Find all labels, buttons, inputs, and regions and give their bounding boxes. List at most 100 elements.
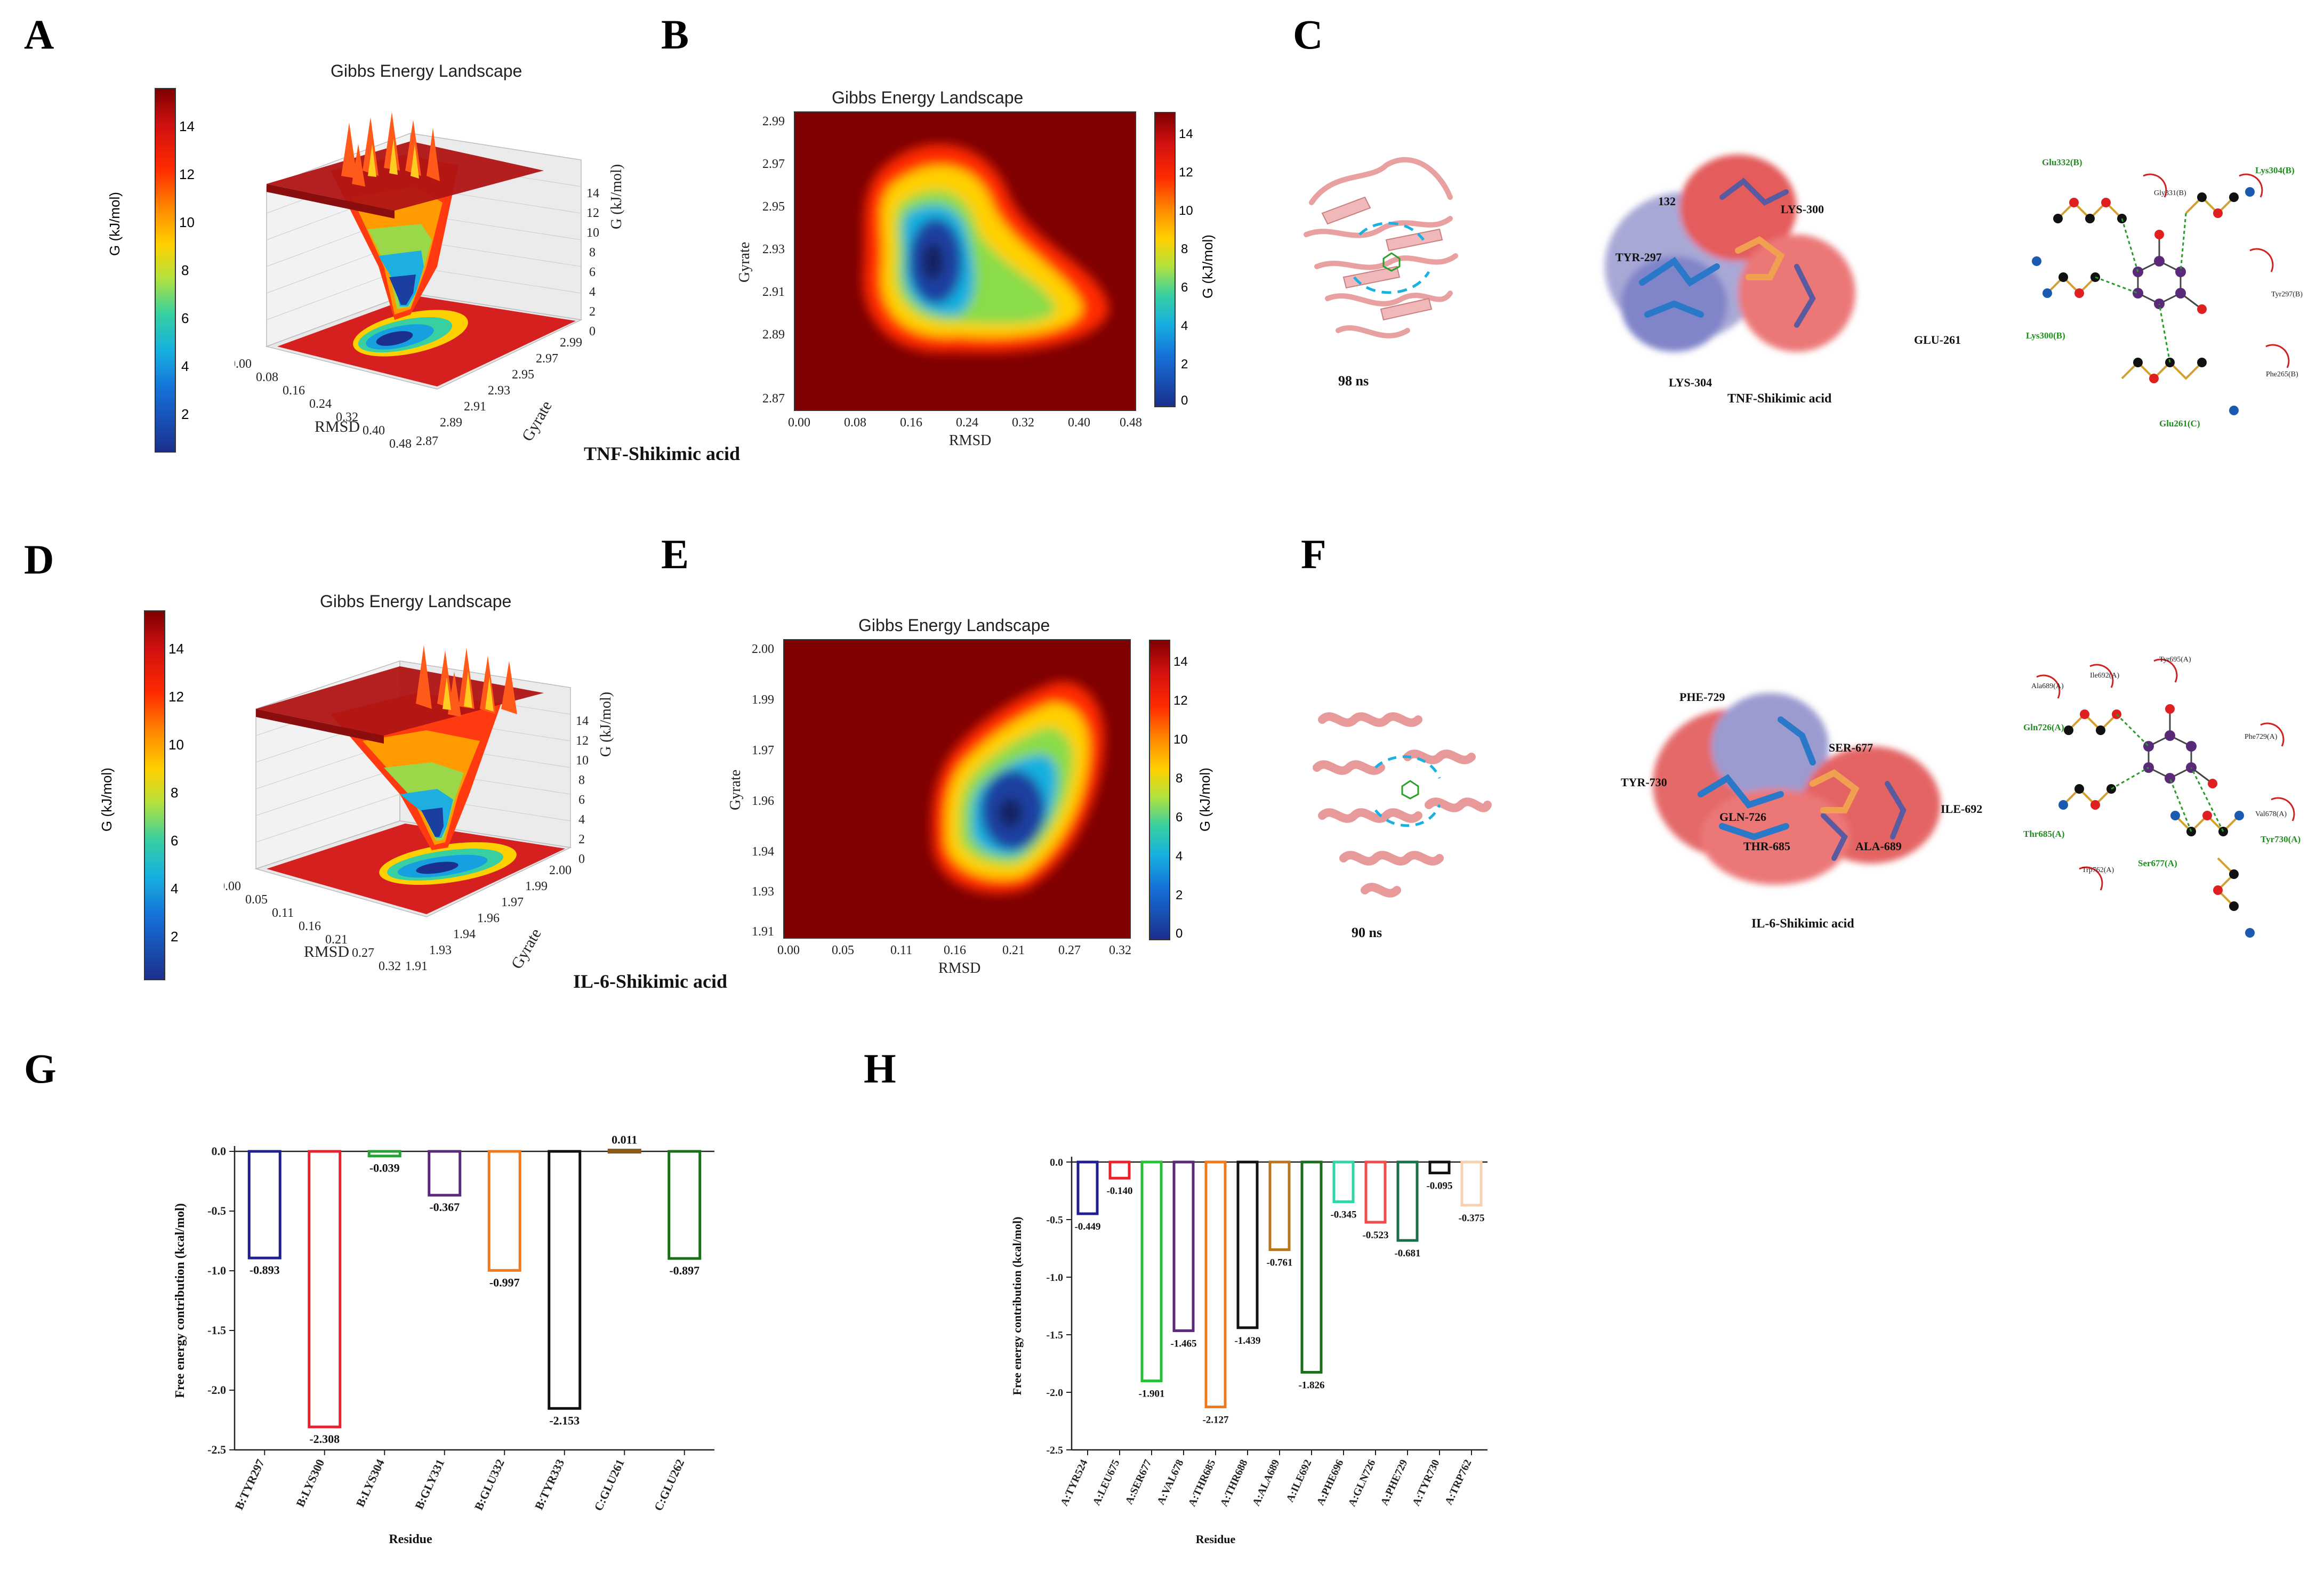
data-label: -2.308 xyxy=(309,1432,340,1446)
landscape-d-title: Gibbs Energy Landscape xyxy=(320,592,512,611)
bar xyxy=(1172,1160,1195,1332)
gyrate-tick-d: 1.91 xyxy=(405,959,428,973)
ligplot-f-label: Tyr695(A) xyxy=(2159,656,2191,664)
rmsd-axis-label-e: RMSD xyxy=(938,960,980,977)
surface-3d-a: 0.00 0.08 0.16 0.24 0.32 0.40 0.48 2.87 … xyxy=(235,112,625,451)
caption-d: IL-6-Shikimic acid xyxy=(573,971,728,992)
rmsd-tick-e: 0.05 xyxy=(832,943,854,957)
bar xyxy=(1268,1160,1291,1251)
gyrate-tick-b: 2.89 xyxy=(762,328,785,342)
ligplot-f-label: Phe729(A) xyxy=(2245,733,2278,741)
data-label: -0.523 xyxy=(1362,1230,1388,1241)
rmsd-tick-d: 0.05 xyxy=(245,893,268,907)
cb-b-tick: 12 xyxy=(1179,165,1193,180)
rmsd-tick-e: 0.32 xyxy=(1109,943,1131,957)
x-tick-label: A:VAL678 xyxy=(1155,1458,1186,1507)
gyrate-tick-e: 1.91 xyxy=(752,925,774,939)
cb-d-tick: 10 xyxy=(168,737,184,753)
cb-e-tick: 12 xyxy=(1173,693,1188,708)
cb-e-tick: 8 xyxy=(1176,771,1183,786)
rmsd-tick-d: 0.27 xyxy=(352,946,374,960)
z-tick-a: 4 xyxy=(589,285,596,299)
rmsd-tick-a: 0.24 xyxy=(309,397,332,411)
colorbar-b-ticks: 14 12 10 8 6 4 2 0 xyxy=(1176,112,1202,410)
cb-e-tick: 2 xyxy=(1176,888,1183,902)
ligplot-f-label: Ser677(A) xyxy=(2138,858,2177,868)
x-tick-label: C:GLU261 xyxy=(591,1457,627,1513)
residue-f-label: SER-677 xyxy=(1829,741,1873,754)
data-label: -0.375 xyxy=(1458,1213,1484,1224)
x-tick-label: B:GLU332 xyxy=(472,1457,507,1513)
z-tick-a: 10 xyxy=(586,226,599,240)
cb-d-tick: 14 xyxy=(168,641,184,657)
y-axis-label: Free energy contribution (kcal/mol) xyxy=(1010,1216,1024,1395)
x-tick-label: A:TYR524 xyxy=(1058,1458,1090,1508)
heatmap-e: 2.00 1.99 1.97 1.96 1.94 1.93 1.91 0.00 … xyxy=(727,639,1131,977)
panel-letter-f: F xyxy=(1301,531,1326,577)
bar xyxy=(1076,1160,1099,1215)
colorbar-d xyxy=(144,610,165,980)
colorbar-a-ticks: 14 12 10 8 6 4 2 xyxy=(176,88,197,450)
ligplot-c-label: Glu332(B) xyxy=(2042,157,2082,167)
z-tick-d: 2 xyxy=(578,833,585,846)
ligplot-f-label: Tyr730(A) xyxy=(2261,834,2301,844)
gyrate-tick-a: 2.95 xyxy=(512,368,534,382)
bar xyxy=(1428,1160,1451,1175)
cb-a-tick: 10 xyxy=(179,214,195,230)
data-label: -0.367 xyxy=(429,1200,460,1214)
z-tick-d: 12 xyxy=(576,734,589,748)
colorbar-a xyxy=(155,88,176,453)
data-label: -0.140 xyxy=(1106,1185,1132,1197)
colorbar-a-label: G (kJ/mol) xyxy=(107,192,123,256)
bar xyxy=(1140,1160,1163,1383)
data-label: -0.345 xyxy=(1330,1209,1356,1221)
gyrate-tick-d: 1.99 xyxy=(525,880,548,893)
bar xyxy=(308,1150,342,1429)
surface-complex-f xyxy=(1653,693,1941,885)
x-tick-label: A:THR685 xyxy=(1186,1458,1218,1509)
z-tick-a: 8 xyxy=(589,246,596,260)
rmsd-tick-d: 0.21 xyxy=(325,933,348,947)
gyrate-tick-e: 1.94 xyxy=(752,845,774,859)
landscape-a-title: Gibbs Energy Landscape xyxy=(331,61,522,80)
residue-f-label: ALA-689 xyxy=(1855,840,1902,853)
cb-d-tick: 2 xyxy=(171,929,179,945)
x-axis-label: Residue xyxy=(389,1532,432,1546)
gyrate-axis-label-b: Gyrate xyxy=(736,242,753,283)
rmsd-tick-a: 0.08 xyxy=(256,370,278,384)
residue-f-label: THR-685 xyxy=(1743,840,1790,853)
gyrate-axis-label-a: Gyrate xyxy=(518,398,555,444)
rmsd-tick-a: 0.16 xyxy=(283,384,305,398)
z-axis-label-d: G (kJ/mol) xyxy=(598,692,614,757)
cb-d-tick: 6 xyxy=(171,833,179,849)
z-tick-d: 4 xyxy=(578,813,585,827)
y-tick-label: -1.5 xyxy=(1046,1329,1063,1341)
data-label: -2.127 xyxy=(1202,1414,1229,1425)
gyrate-tick-d: 2.00 xyxy=(549,864,572,877)
ligplot-c-label: Glu261(C) xyxy=(2159,418,2200,429)
data-label: -0.997 xyxy=(489,1276,520,1289)
complex-label-f: IL-6-Shikimic acid xyxy=(1751,917,1854,931)
y-tick-label: -2.0 xyxy=(207,1383,226,1397)
ligplot-f-label: Trp762(A) xyxy=(2082,866,2114,874)
y-tick-label: -1.0 xyxy=(1046,1272,1063,1284)
rmsd-tick-b: 0.40 xyxy=(1068,416,1090,430)
caption-a: TNF-Shikimic acid xyxy=(584,443,741,464)
gyrate-tick-b: 2.93 xyxy=(762,243,785,256)
gyrate-tick-e: 1.96 xyxy=(752,794,774,808)
z-tick-a: 0 xyxy=(589,325,596,338)
cb-a-tick: 6 xyxy=(181,310,189,326)
rmsd-tick-a: 0.48 xyxy=(389,437,412,451)
bar xyxy=(1300,1160,1323,1374)
z-tick-a: 6 xyxy=(589,265,596,279)
y-tick-label: -2.5 xyxy=(207,1443,226,1456)
data-label: -0.449 xyxy=(1074,1221,1100,1232)
x-tick-label: A:PHE729 xyxy=(1379,1458,1410,1507)
rmsd-tick-d: 0.11 xyxy=(272,906,294,920)
rmsd-tick-b: 0.48 xyxy=(1120,416,1142,430)
cb-e-tick: 10 xyxy=(1173,732,1188,747)
y-tick-label: -2.5 xyxy=(1046,1445,1063,1456)
gyrate-tick-a: 2.91 xyxy=(464,400,486,414)
x-tick-label: A:GLN726 xyxy=(1346,1458,1378,1509)
z-tick-a: 12 xyxy=(586,206,599,220)
